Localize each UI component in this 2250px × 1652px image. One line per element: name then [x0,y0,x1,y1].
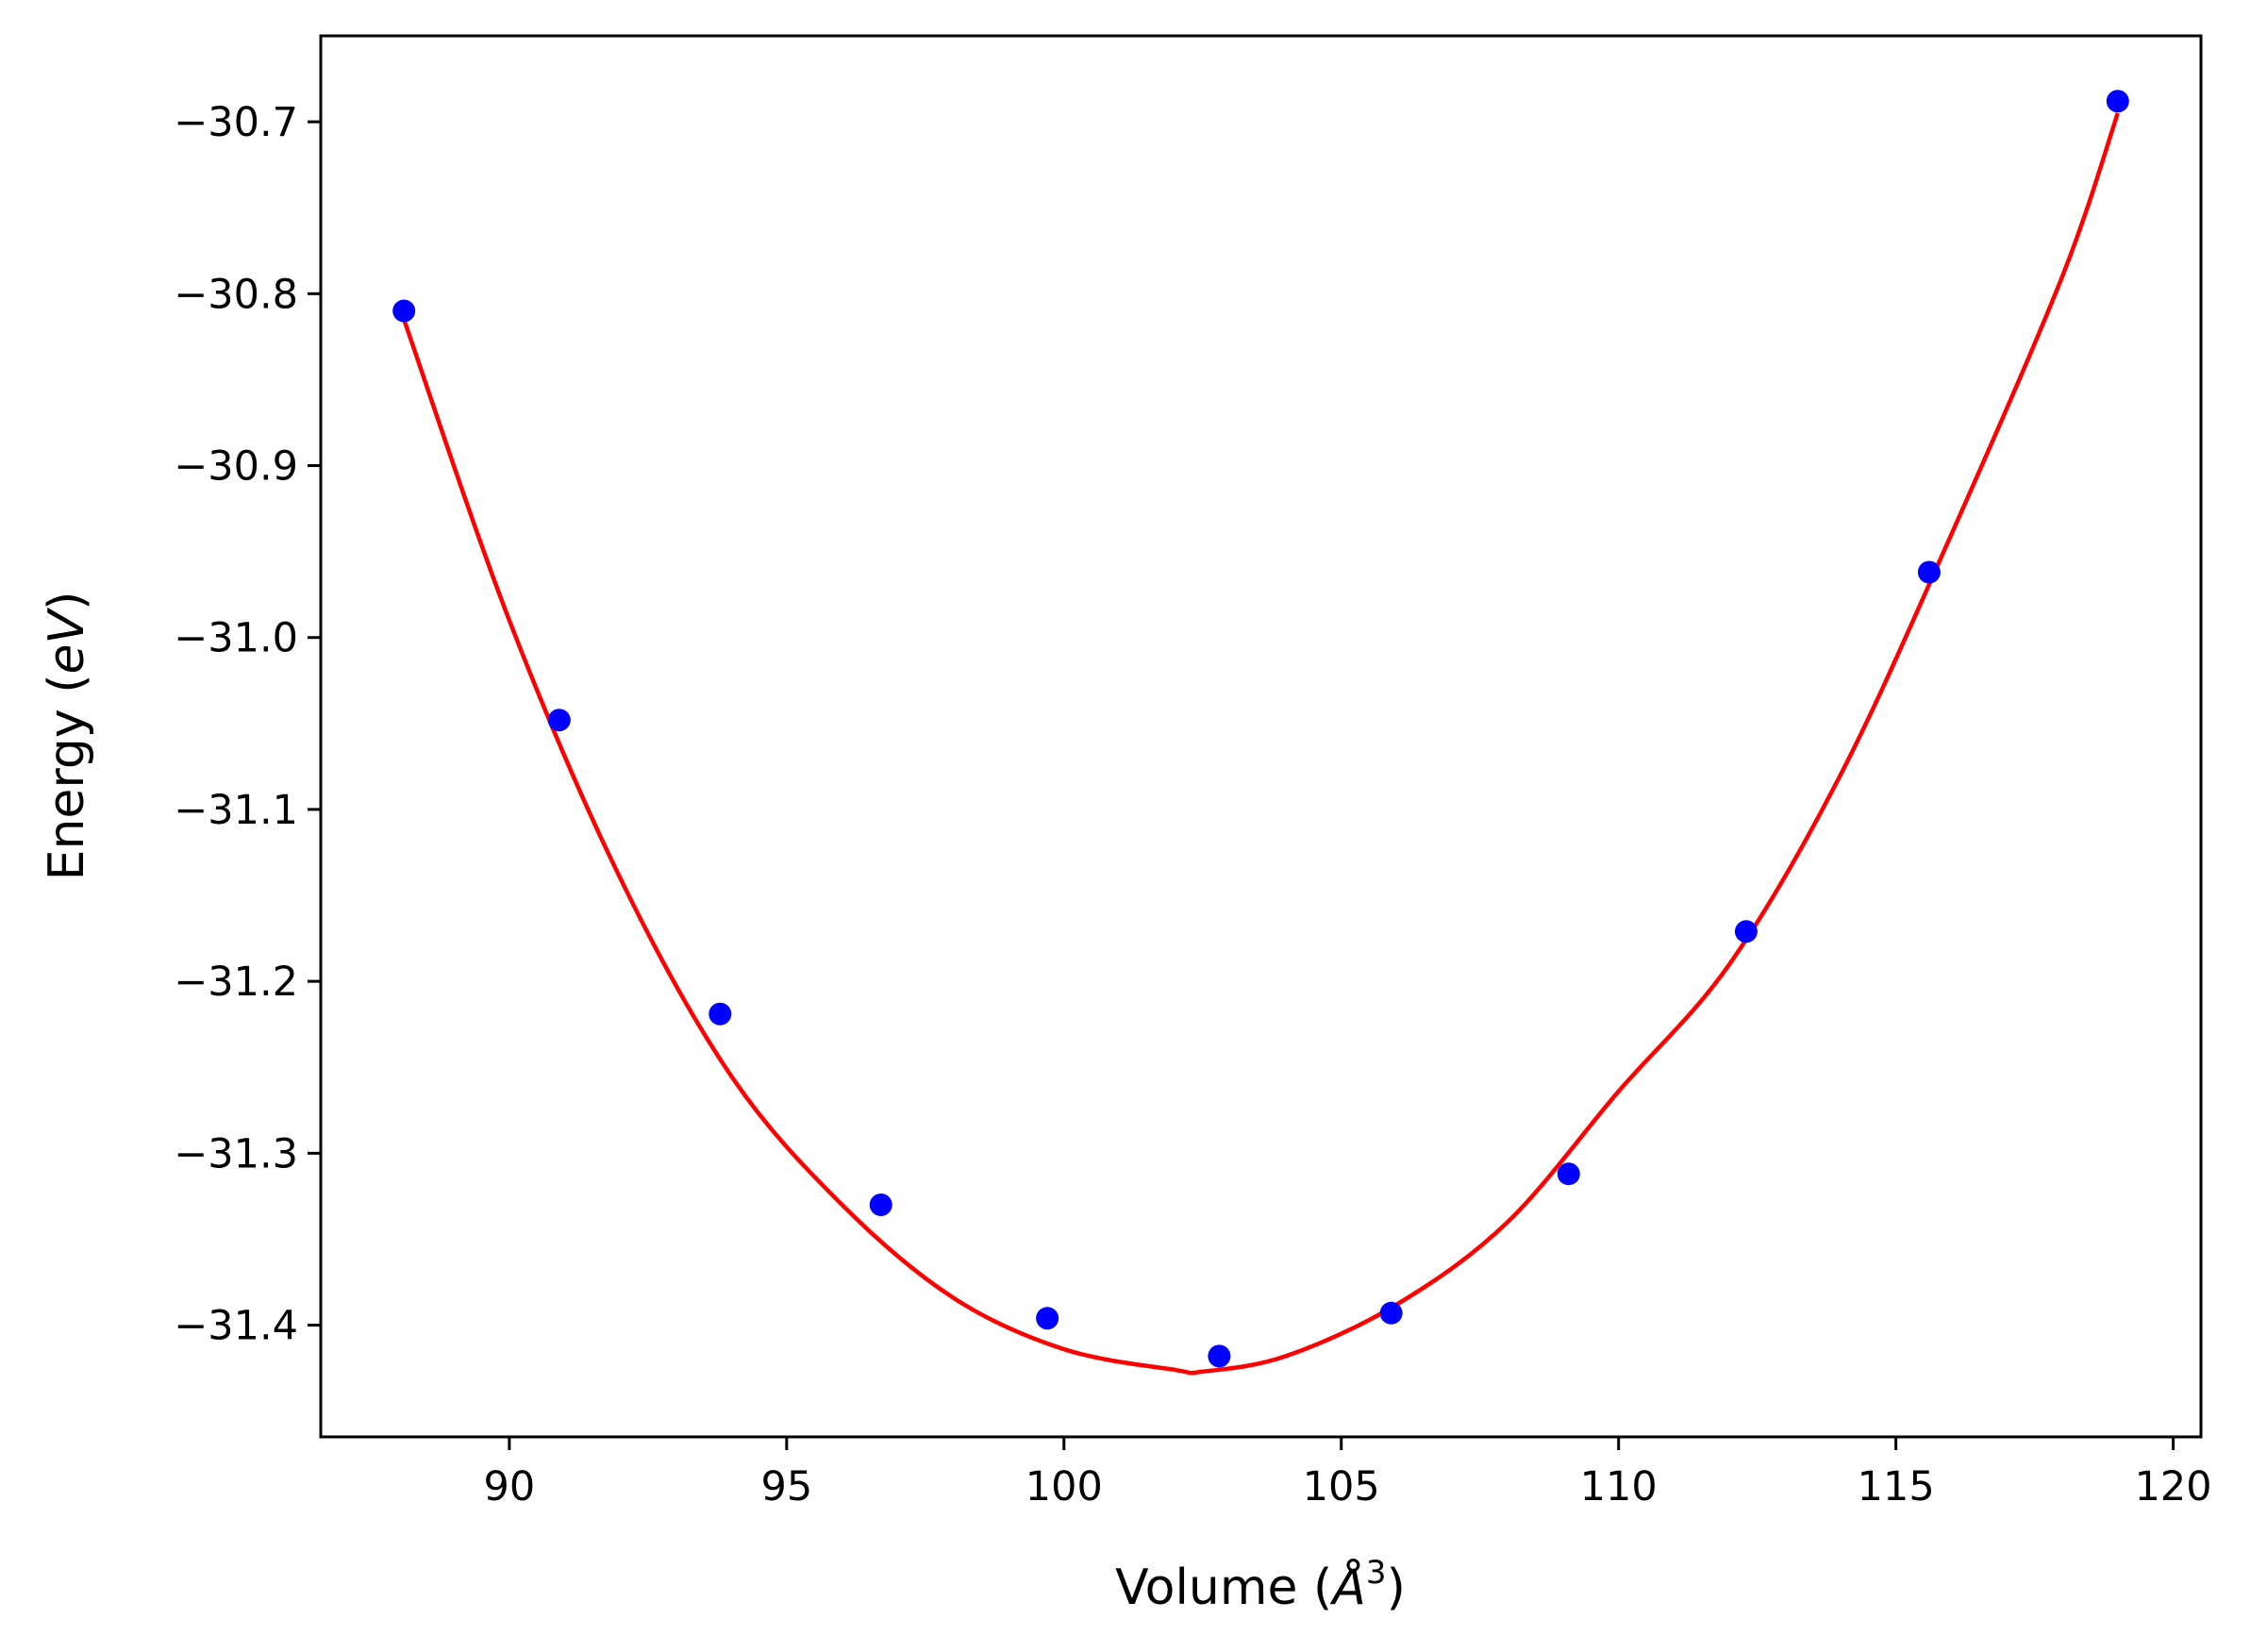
x-axis-ticks: 90 95 100 105 110 115 120 [484,1437,2212,1510]
x-tick-label: 115 [1858,1463,1935,1510]
data-point [1379,1301,1403,1325]
y-tick-label: −31.1 [174,787,298,834]
y-tick-label: −31.0 [174,615,298,662]
x-tick-label: 95 [760,1463,812,1510]
data-point [2106,90,2129,113]
data-point [1557,1162,1580,1186]
plot-marks [392,90,2129,1376]
y-tick-label: −31.3 [174,1130,298,1177]
y-axis-label: Energy (eV) [39,592,95,881]
x-tick-label: 90 [484,1463,536,1510]
x-tick-label: 100 [1025,1463,1103,1510]
y-tick-label: −30.7 [174,99,298,146]
x-axis-label: Volume (Å3) [1115,1554,1406,1616]
y-axis-ticks: −31.4 −31.3 −31.2 −31.1 −31.0 −30.9 −30.8 −30.7 [174,99,321,1350]
data-point [869,1193,892,1217]
y-tick-label: −30.9 [174,443,298,491]
data-point [1734,920,1758,943]
plot-frame [319,34,2203,1439]
fit-curve-line [402,112,2120,1376]
y-tick-label: −30.8 [174,271,298,318]
x-tick-label: 120 [2135,1463,2212,1510]
data-point [547,709,571,732]
data-point [1917,560,1941,584]
y-tick-label: −31.4 [174,1303,298,1350]
data-point [708,1002,732,1026]
x-tick-label: 110 [1580,1463,1658,1510]
data-point [1208,1344,1231,1368]
y-tick-label: −31.2 [174,959,298,1006]
data-point [1036,1307,1059,1330]
x-tick-label: 105 [1303,1463,1380,1510]
data-point [392,299,416,323]
